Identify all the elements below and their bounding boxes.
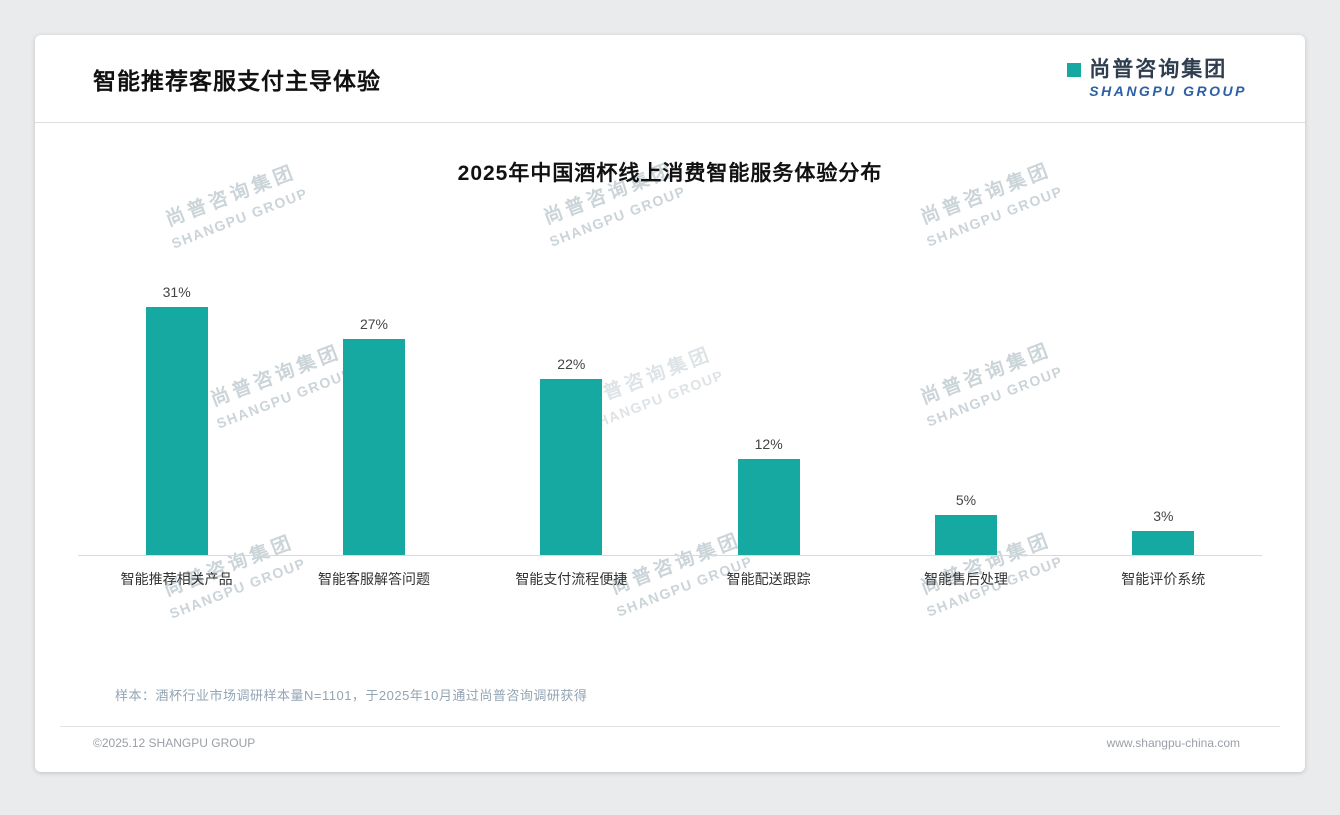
bar <box>342 339 405 555</box>
header: 智能推荐客服支付主导体验 尚普咨询集团 SHANGPU GROUP <box>35 35 1305 123</box>
bar <box>145 307 208 555</box>
bar-column: 12% <box>670 436 867 555</box>
bar-value-label: 12% <box>754 436 783 452</box>
bar-chart: 31% 27% 22% 12% 5% 3% <box>78 189 1262 555</box>
website-text: www.shangpu-china.com <box>1106 736 1240 750</box>
bar-value-label: 31% <box>162 284 191 300</box>
category-label: 智能售后处理 <box>923 571 1008 587</box>
copyright-text: ©2025.12 SHANGPU GROUP <box>93 736 256 750</box>
bar-column: 31% <box>78 284 275 555</box>
bar-value-label: 22% <box>557 356 586 372</box>
bar <box>540 379 603 555</box>
slide-card: 尚普咨询集团 SHANGPU GROUP 尚普咨询集团 SHANGPU GROUP … <box>35 35 1305 772</box>
bar-column: 22% <box>473 356 670 555</box>
bar-value-label: 3% <box>1153 508 1174 524</box>
category-label: 智能客服解答问题 <box>317 571 430 587</box>
bar <box>737 459 800 555</box>
category-axis: 智能推荐相关产品 智能客服解答问题 智能支付流程便捷 智能配送跟踪 智能售后处理 智能评价… <box>78 555 1262 589</box>
category-label: 智能支付流程便捷 <box>515 571 628 587</box>
bar-column: 27% <box>275 316 472 555</box>
bar-column: 3% <box>1065 508 1262 555</box>
bar-value-label: 27% <box>359 316 388 332</box>
category-label: 智能评价系统 <box>1121 571 1206 587</box>
page-title: 智能推荐客服支付主导体验 <box>93 67 381 94</box>
bar-column: 5% <box>867 492 1064 555</box>
footnote: 样本：酒杯行业市场调研样本量N=1101，于2025年10月通过尚普咨询调研获得 <box>115 688 588 703</box>
bar-value-label: 5% <box>955 492 977 508</box>
bar <box>1132 531 1195 555</box>
bar <box>934 515 997 555</box>
logo-cn-text: 尚普咨询集团 <box>1089 58 1228 82</box>
logo-en-text: SHANGPU GROUP <box>1089 82 1247 99</box>
chart-title: 2025年中国酒杯线上消费智能服务体验分布 <box>457 162 883 185</box>
logo-mark-icon <box>1067 63 1082 78</box>
company-logo: 尚普咨询集团 SHANGPU GROUP <box>1067 58 1247 99</box>
category-label: 智能推荐相关产品 <box>120 571 233 587</box>
footer: ©2025.12 SHANGPU GROUP www.shangpu-china… <box>60 726 1280 772</box>
category-label: 智能配送跟踪 <box>726 571 811 587</box>
